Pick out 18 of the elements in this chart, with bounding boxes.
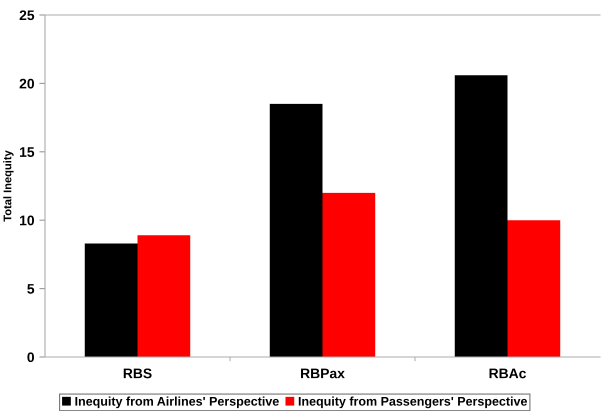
y-tick-label: 0 bbox=[27, 352, 34, 362]
y-tick-label: 15 bbox=[20, 147, 34, 157]
legend-label: Inequity from Airlines' Perspective bbox=[75, 396, 279, 408]
x-tick-label: RBAc bbox=[490, 368, 526, 378]
y-tick-label: 10 bbox=[20, 216, 34, 226]
x-tick-label: RBS bbox=[124, 368, 152, 378]
y-axis-title: Total Inequity bbox=[3, 150, 14, 222]
bar bbox=[84, 243, 138, 357]
bar bbox=[454, 75, 508, 357]
y-tick-label: 5 bbox=[27, 284, 34, 294]
x-tick-label: RBPax bbox=[301, 368, 345, 378]
y-tick-label: 20 bbox=[20, 78, 34, 89]
bar bbox=[270, 104, 322, 357]
bar bbox=[508, 220, 560, 357]
y-tick-label: 25 bbox=[20, 10, 34, 20]
bar bbox=[322, 192, 376, 357]
bar bbox=[138, 235, 190, 357]
legend-label: Inequity from Passengers' Perspective bbox=[298, 396, 528, 408]
